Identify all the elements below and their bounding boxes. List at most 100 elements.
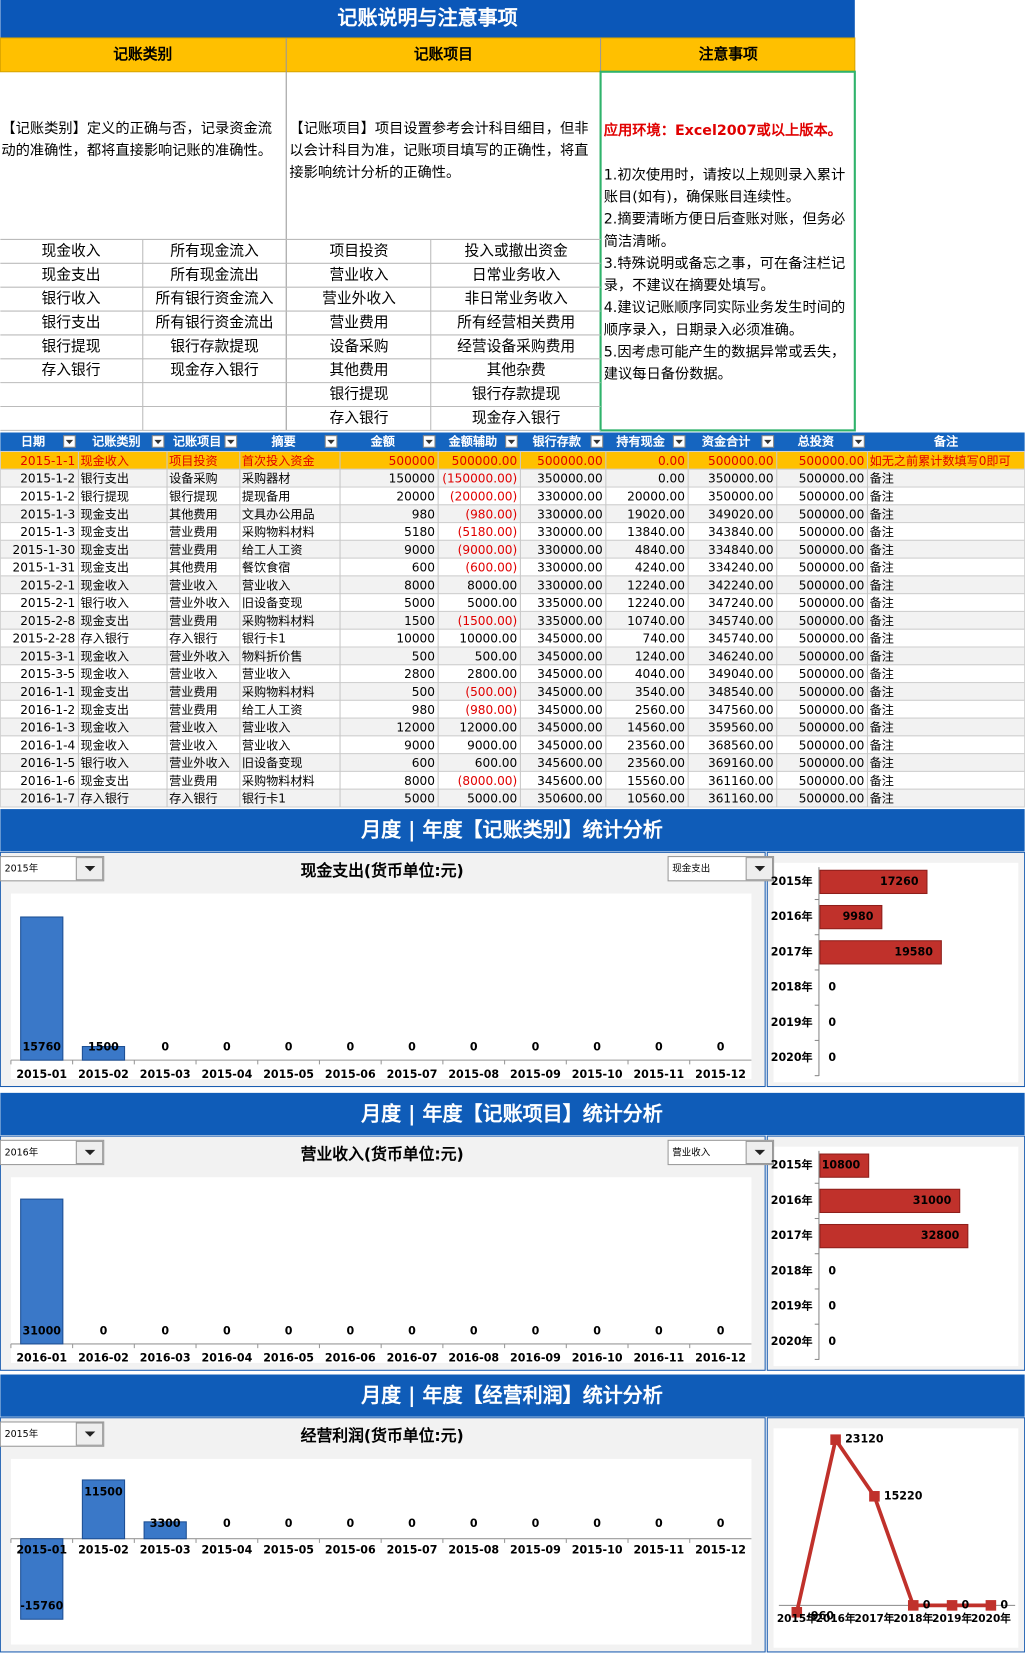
value-label: 0 xyxy=(285,1324,293,1337)
ledger-column-header: 记账项目 xyxy=(173,434,222,448)
ledger-cell: (500.00) xyxy=(465,685,517,699)
ledger-cell: 现金支出 xyxy=(81,773,130,788)
category-selector-arrow xyxy=(754,866,766,872)
ledger-cell: 349020.00 xyxy=(708,507,774,521)
ledger-cell: 营业外收入 xyxy=(169,649,230,663)
section-title: 月度 | 年度【记账项目】统计分析 xyxy=(360,1102,663,1126)
value-label: 0 xyxy=(285,1040,293,1053)
ledger-cell: 20000.00 xyxy=(627,489,685,503)
ledger-cell: 0.00 xyxy=(658,454,685,468)
ledger-cell: 备注 xyxy=(870,506,894,521)
value-label: 0 xyxy=(828,1016,836,1029)
ledger-cell: 2015-2-28 xyxy=(12,632,75,646)
item-cell: 银行存款提现 xyxy=(472,386,561,403)
filter-arrow xyxy=(854,439,863,445)
y-tick-label: 2019年 xyxy=(771,1015,813,1029)
ledger-cell: 500000.00 xyxy=(452,454,518,468)
ledger-cell: 330000.00 xyxy=(537,543,603,557)
category-cell: 所有现金流入 xyxy=(170,242,259,259)
marker xyxy=(985,1600,997,1611)
notes-item: 4.建议记账顺序同实际业务发生时间的顺序录入，日期录入必须准确。 xyxy=(603,299,846,339)
ledger-cell: 2016-1-5 xyxy=(20,756,75,770)
ledger-cell: 营业收入 xyxy=(169,667,218,681)
x-tick-label: 2015-11 xyxy=(633,1068,684,1081)
ledger-cell: 345000.00 xyxy=(537,721,603,735)
y-tick-label: 2015年 xyxy=(771,1158,813,1172)
ledger-cell: 设备采购 xyxy=(169,471,218,486)
ledger-cell: 500000.00 xyxy=(799,721,865,735)
ledger-cell: (980.00) xyxy=(465,507,517,521)
title-bar xyxy=(0,0,855,38)
ledger-cell: 采购物料材料 xyxy=(242,524,315,539)
filter-arrow xyxy=(593,439,601,445)
ledger-cell: 2015-1-30 xyxy=(12,543,75,557)
ledger-cell: 首次投入资金 xyxy=(242,453,315,468)
section-title-bar xyxy=(0,1092,1025,1136)
value-label: 0 xyxy=(346,1324,354,1337)
yearly-plot xyxy=(773,1146,1019,1367)
x-tick-label: 2015-03 xyxy=(140,1543,191,1556)
category-cell: 现金存入银行 xyxy=(170,362,259,379)
category-cell: 银行提现 xyxy=(42,338,101,355)
item-cell: 经营设备采购费用 xyxy=(457,338,575,355)
year-selector-arrow xyxy=(84,1149,96,1156)
marker xyxy=(946,1600,958,1611)
ledger-cell: 2016-1-3 xyxy=(20,721,75,735)
x-tick-label: 2016-08 xyxy=(448,1352,499,1365)
ledger-cell: 500000.00 xyxy=(708,454,774,468)
ledger-cell: 现金收入 xyxy=(81,720,130,735)
y-tick-label: 2018年 xyxy=(771,980,813,994)
ledger-cell: (9000.00) xyxy=(458,543,518,557)
ledger-cell: 980 xyxy=(412,703,435,717)
line xyxy=(794,1435,991,1613)
x-tick-label: 2016-02 xyxy=(78,1352,129,1365)
ledger-cell: 存入银行 xyxy=(81,792,130,806)
ledger-cell: 银行收入 xyxy=(81,756,130,770)
ledger-cell: 500000.00 xyxy=(799,578,865,592)
value-label: 0 xyxy=(470,1324,478,1337)
plot-area xyxy=(10,1177,752,1363)
ledger-cell: 餐饮食宿 xyxy=(242,560,291,575)
ledger-column-header: 备注 xyxy=(933,433,958,448)
ledger-cell: 营业收入 xyxy=(242,721,291,735)
x-tick-label: 2015-08 xyxy=(448,1543,499,1556)
ledger-cell: 500 xyxy=(412,685,435,699)
item-cell: 投入或撤出资金 xyxy=(465,242,569,259)
filter-arrow xyxy=(65,439,74,445)
bar xyxy=(819,1223,969,1249)
ledger-cell: 330000.00 xyxy=(537,507,603,521)
ledger-cell: 345000.00 xyxy=(537,738,603,752)
x-tick-label: 2015-09 xyxy=(510,1543,561,1556)
item-cell: 非日常业务收入 xyxy=(465,290,569,307)
item-cell: 项目投资 xyxy=(330,242,389,259)
ledger-cell: 银行提现 xyxy=(169,488,218,503)
ledger-cell: 2560.00 xyxy=(635,703,685,717)
ledger-cell: 19020.00 xyxy=(627,507,685,521)
section-title: 月度 | 年度【记账类别】统计分析 xyxy=(360,818,663,842)
value-label: 0 xyxy=(408,1040,416,1053)
ledger-cell: 5000.00 xyxy=(467,792,517,806)
ledger-cell: 500000 xyxy=(389,454,435,468)
ledger-cell: 现金收入 xyxy=(81,453,130,468)
value-label: 0 xyxy=(161,1324,169,1337)
ledger-cell: 营业外收入 xyxy=(169,596,230,610)
ledger-cell: 8000.00 xyxy=(467,578,517,592)
y-tick-label: 2020年 xyxy=(771,1334,813,1348)
ledger-cell: 334840.00 xyxy=(708,543,774,557)
notes-box xyxy=(599,70,856,432)
ledger-cell: 346240.00 xyxy=(708,649,774,663)
section-title: 月度 | 年度【经营利润】统计分析 xyxy=(360,1383,663,1407)
ledger-cell: 2015-2-1 xyxy=(20,578,75,592)
ledger-cell: 20000 xyxy=(396,489,435,503)
plot-area xyxy=(10,1458,752,1645)
ledger-cell: 330000.00 xyxy=(537,489,603,503)
item-cell: 营业外收入 xyxy=(322,290,396,307)
ledger-cell: 500000.00 xyxy=(799,667,865,681)
ledger-cell: 500.00 xyxy=(475,649,517,663)
filter-arrow xyxy=(425,439,433,445)
value-label: 10800 xyxy=(822,1159,861,1172)
ledger-cell: 10000 xyxy=(396,632,435,646)
ledger-cell: 2015-1-31 xyxy=(12,561,75,575)
